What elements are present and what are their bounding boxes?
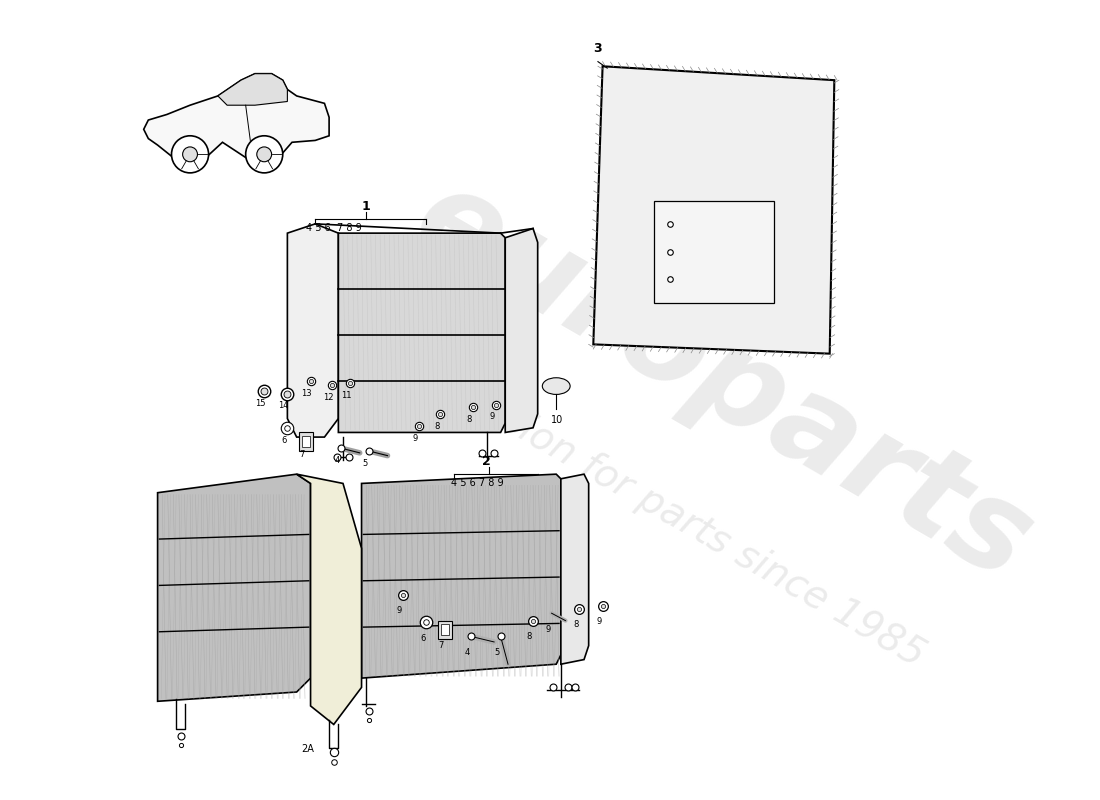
Text: 4: 4: [334, 456, 340, 465]
Ellipse shape: [542, 378, 570, 394]
Text: 6: 6: [280, 436, 286, 445]
Text: 4 5 6 7 8 9: 4 5 6 7 8 9: [451, 478, 504, 488]
Text: 8: 8: [573, 620, 579, 629]
Bar: [302, 436, 309, 447]
Text: 15: 15: [255, 398, 266, 407]
Polygon shape: [362, 474, 561, 678]
Text: 10: 10: [551, 415, 563, 425]
Polygon shape: [339, 233, 505, 433]
Text: 3: 3: [593, 42, 602, 55]
Text: 9: 9: [546, 625, 550, 634]
Circle shape: [183, 147, 198, 162]
Text: 8: 8: [433, 422, 439, 430]
Polygon shape: [144, 74, 329, 164]
Circle shape: [256, 147, 272, 162]
Text: 7: 7: [299, 450, 305, 458]
Text: 4: 4: [464, 648, 470, 657]
Text: a passion for parts since 1985: a passion for parts since 1985: [404, 348, 932, 674]
Text: europarts: europarts: [394, 156, 1053, 606]
Text: 4 5 6  7 8 9: 4 5 6 7 8 9: [306, 223, 362, 234]
Text: 8: 8: [466, 415, 472, 424]
Circle shape: [245, 136, 283, 173]
Circle shape: [172, 136, 209, 173]
Text: 14: 14: [278, 402, 289, 410]
Bar: [298, 433, 314, 451]
Text: 1: 1: [362, 200, 371, 213]
Text: 9: 9: [397, 606, 403, 615]
Text: 5: 5: [363, 459, 367, 468]
Polygon shape: [297, 474, 362, 725]
Bar: [438, 621, 452, 639]
Text: 11: 11: [341, 391, 352, 400]
Polygon shape: [561, 474, 588, 664]
Polygon shape: [287, 224, 339, 437]
Polygon shape: [593, 66, 834, 354]
Bar: [441, 624, 449, 635]
Polygon shape: [653, 201, 774, 302]
Text: 2: 2: [482, 455, 491, 468]
Text: 6: 6: [420, 634, 426, 643]
Text: 7: 7: [439, 642, 444, 650]
Text: 12: 12: [323, 393, 333, 402]
Text: 2A: 2A: [301, 744, 315, 754]
Text: 13: 13: [301, 390, 312, 398]
Text: 8: 8: [527, 632, 532, 641]
Polygon shape: [157, 474, 310, 702]
Polygon shape: [218, 74, 287, 106]
Text: 9: 9: [490, 413, 495, 422]
Polygon shape: [505, 229, 538, 433]
Text: 5: 5: [494, 648, 499, 657]
Text: 9: 9: [596, 618, 602, 626]
Text: 9: 9: [412, 434, 418, 442]
